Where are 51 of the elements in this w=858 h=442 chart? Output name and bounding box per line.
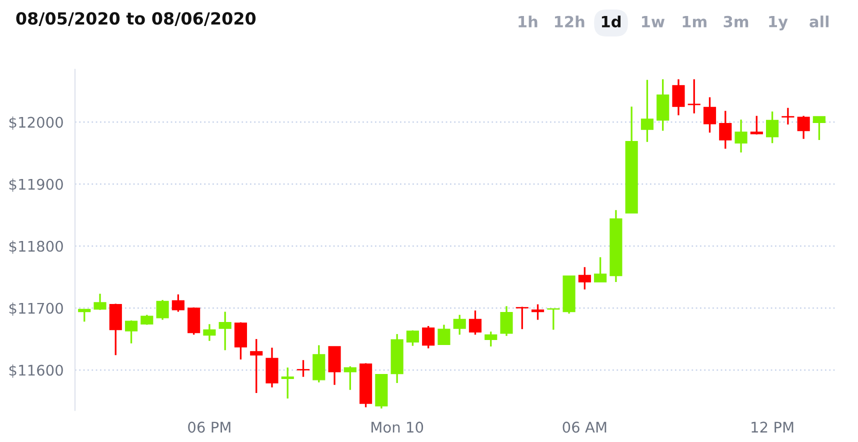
candlestick: [94, 292, 106, 311]
candlestick: [296, 359, 310, 378]
x-tick-label: 06 AM: [562, 422, 606, 433]
candlestick: [500, 305, 513, 337]
candlestick: [797, 115, 810, 140]
y-tick-label: $11700: [9, 302, 63, 316]
candlestick: [406, 330, 419, 347]
candlestick: [250, 338, 263, 394]
x-tick-label: 12 PM: [752, 422, 794, 432]
x-tick-label: 06 PM: [188, 422, 230, 433]
text: 1m: [682, 16, 706, 28]
chart-title: 08/05/2020 to 08/06/2020: [16, 12, 256, 26]
candlestick: [766, 110, 779, 144]
candlestick: [594, 256, 607, 283]
text: 3m: [724, 16, 748, 28]
text: 1d: [602, 16, 621, 28]
x-tick-label: Mon 10: [372, 422, 424, 433]
candlestick: [672, 78, 685, 116]
candlestick: [140, 314, 154, 326]
text: 1w: [642, 16, 665, 28]
candlestick: [531, 303, 544, 321]
candlestick: [218, 310, 232, 352]
candlestick: [578, 266, 591, 290]
text: 1h: [518, 16, 538, 28]
candlestick: [124, 320, 138, 344]
y-tick-label: $11600: [9, 364, 63, 378]
candlestick: [453, 314, 466, 336]
candlestick: [782, 106, 794, 126]
candlestick: [484, 330, 498, 348]
text: 1y: [769, 16, 788, 30]
candlestick: [719, 110, 732, 150]
text: all: [810, 16, 828, 28]
candlestick: [78, 308, 91, 323]
candlestick: [438, 324, 450, 346]
candlestick: [750, 115, 763, 136]
candlestick: [203, 323, 216, 342]
text: 12h: [555, 16, 584, 28]
candlestick: [281, 366, 294, 400]
candlestick: [468, 310, 482, 336]
candlestick: [156, 299, 169, 321]
candlestick: [422, 325, 435, 350]
y-tick-label: $11800: [9, 240, 63, 254]
candlestick: [172, 294, 184, 313]
candlestick: [703, 96, 716, 134]
candlestick: [734, 118, 748, 154]
y-tick-label: $12000: [9, 116, 63, 130]
candlestick: [344, 365, 356, 391]
candlestick: [640, 79, 654, 143]
y-tick-label: $11900: [9, 178, 63, 192]
candlestick: [812, 116, 826, 141]
candlestick: [516, 306, 528, 330]
